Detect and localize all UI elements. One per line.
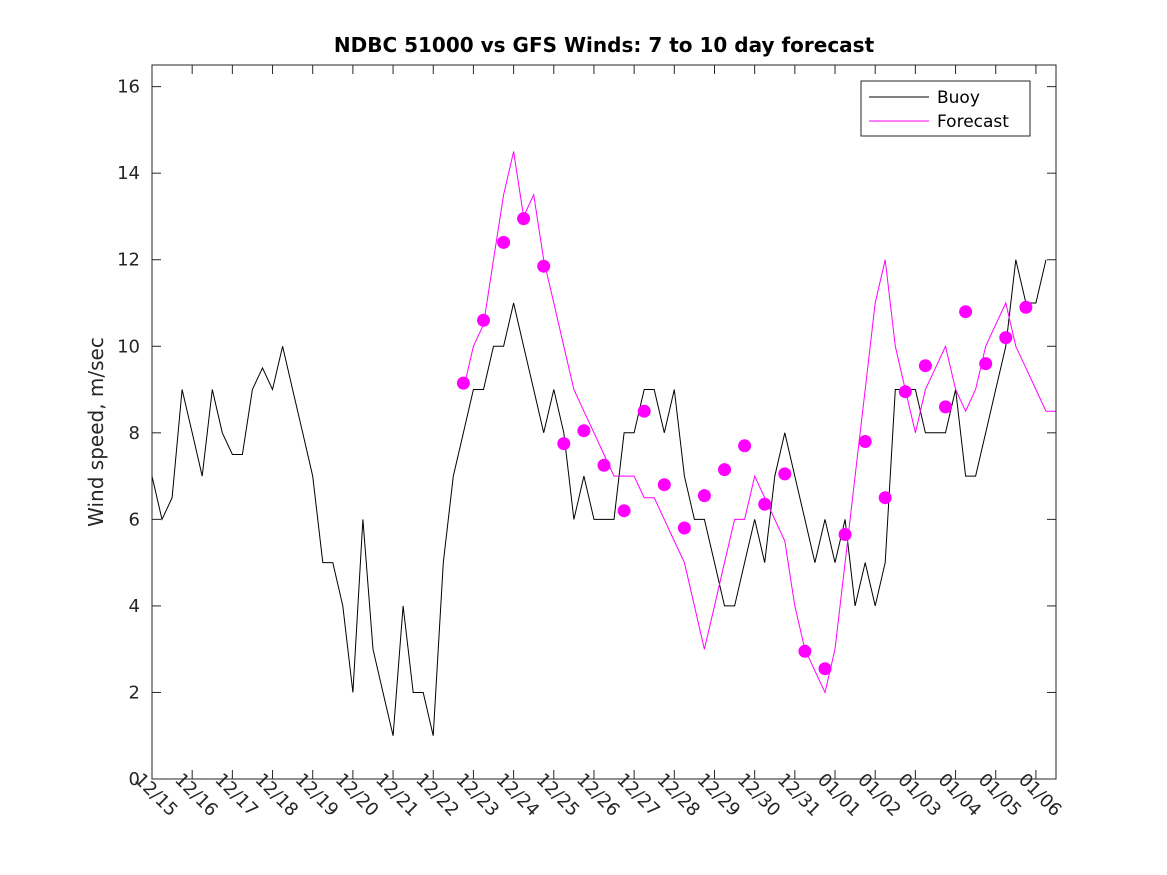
series-line-forecast: [462, 151, 1056, 695]
forecast-marker-19: [838, 528, 852, 541]
y-tick-label-3: 6: [129, 509, 140, 530]
forecast-marker-2: [497, 235, 511, 249]
chart-title: NDBC 51000 vs GFS Winds: 7 to 10 day for…: [334, 33, 875, 57]
forecast-marker-16: [778, 467, 792, 481]
legend-box: [860, 80, 1031, 137]
forecast-marker-23: [918, 359, 932, 373]
forecast-marker-9: [637, 404, 651, 418]
forecast-marker-14: [738, 439, 752, 453]
plot-area-frame: [151, 64, 1057, 780]
forecast-marker-21: [878, 491, 892, 505]
forecast-marker-6: [577, 424, 591, 438]
series-layer: [152, 151, 1056, 736]
series-line-buoy: [152, 259, 1047, 736]
forecast-marker-22: [898, 385, 912, 399]
y-axis-ticks: 0 2 4 6 8 10 12 14 16: [117, 77, 1056, 790]
forecast-marker-3: [517, 212, 531, 226]
forecast-marker-18: [818, 662, 832, 676]
forecast-marker-24: [939, 400, 952, 414]
y-tick-label-6: 12: [117, 250, 140, 271]
forecast-marker-27: [999, 331, 1013, 345]
y-tick-label-2: 4: [129, 596, 140, 617]
forecast-marker-7: [597, 458, 611, 472]
forecast-marker-17: [798, 644, 812, 658]
legend-buoy-label: Buoy: [937, 88, 980, 108]
forecast-marker-11: [677, 521, 691, 535]
y-axis-label: Wind speed, m/sec: [84, 337, 108, 527]
y-tick-label-7: 14: [117, 163, 140, 184]
forecast-marker-8: [617, 504, 631, 518]
y-tick-label-4: 8: [129, 423, 140, 444]
forecast-marker-25: [959, 305, 973, 319]
forecast-marker-28: [1019, 300, 1033, 314]
y-tick-label-8: 16: [117, 77, 140, 98]
marker-layer: [456, 212, 1033, 676]
legend-forecast-label: Forecast: [937, 112, 1009, 132]
forecast-marker-12: [697, 489, 711, 503]
y-tick-label-0: 0: [129, 769, 140, 790]
forecast-marker-1: [477, 313, 490, 327]
forecast-marker-5: [557, 437, 571, 451]
forecast-marker-4: [537, 259, 551, 273]
forecast-marker-10: [657, 478, 671, 492]
forecast-marker-0: [456, 376, 470, 390]
forecast-marker-13: [718, 463, 731, 477]
forecast-marker-20: [858, 435, 872, 448]
legend: Buoy Forecast: [860, 80, 1031, 137]
forecast-marker-15: [758, 497, 772, 511]
forecast-marker-26: [979, 357, 993, 371]
y-tick-label-5: 10: [117, 336, 140, 357]
y-tick-label-1: 2: [129, 682, 140, 703]
